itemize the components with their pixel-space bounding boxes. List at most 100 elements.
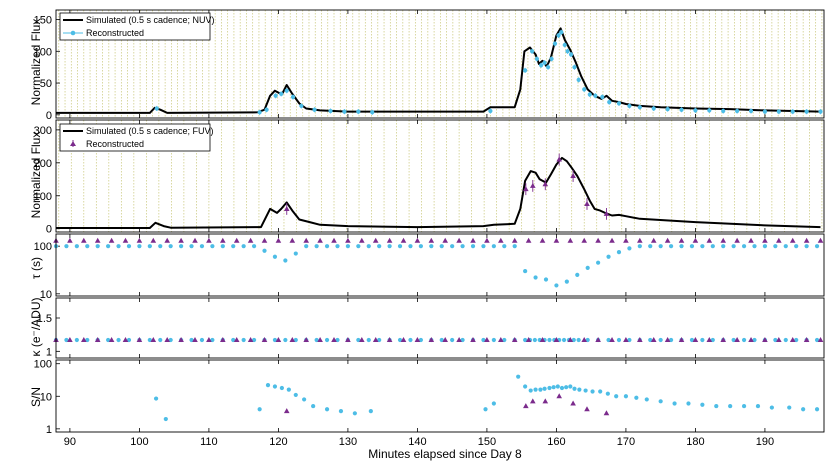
data-point bbox=[483, 407, 488, 412]
data-point bbox=[338, 409, 344, 414]
data-point bbox=[352, 411, 357, 416]
data-point bbox=[442, 237, 449, 243]
data-point bbox=[556, 156, 562, 162]
data-point bbox=[136, 237, 143, 243]
data-point bbox=[359, 337, 365, 342]
data-point bbox=[456, 337, 462, 342]
data-point bbox=[804, 109, 809, 114]
data-point bbox=[335, 337, 340, 343]
data-point bbox=[553, 237, 560, 243]
y-axis-label-panel-5: S/N bbox=[29, 387, 43, 407]
data-point bbox=[147, 337, 152, 343]
data-point bbox=[776, 237, 782, 243]
data-point bbox=[542, 181, 549, 187]
data-point bbox=[721, 108, 726, 114]
data-point bbox=[154, 106, 159, 111]
data-point bbox=[755, 403, 761, 409]
data-point bbox=[564, 279, 569, 284]
data-point bbox=[664, 237, 671, 243]
data-point bbox=[356, 337, 361, 343]
data-point bbox=[525, 337, 532, 342]
data-point bbox=[644, 397, 649, 402]
data-point bbox=[265, 383, 271, 388]
data-point bbox=[568, 384, 573, 389]
data-point bbox=[555, 384, 560, 389]
data-point bbox=[595, 237, 601, 243]
legend-entry-recon-fuv: Reconstructed bbox=[86, 139, 144, 149]
data-point bbox=[556, 33, 561, 38]
data-point bbox=[386, 337, 393, 342]
data-point bbox=[439, 337, 444, 343]
data-point bbox=[317, 237, 323, 243]
data-point bbox=[818, 109, 823, 114]
data-point bbox=[528, 388, 533, 393]
y-axis-label-panel-4: κ (e⁻/ADU) bbox=[29, 297, 43, 356]
data-point bbox=[400, 337, 407, 342]
data-point bbox=[710, 244, 715, 249]
data-point bbox=[794, 244, 799, 249]
legend-panel-1: Simulated (0.5 s cadence; NUV) Reconstru… bbox=[59, 12, 215, 41]
data-point bbox=[279, 385, 284, 391]
data-point bbox=[272, 337, 278, 343]
data-point bbox=[609, 337, 615, 342]
data-point bbox=[817, 337, 824, 342]
data-point bbox=[637, 244, 642, 249]
data-point bbox=[731, 337, 736, 343]
axes-frame bbox=[55, 119, 825, 233]
data-point bbox=[803, 237, 810, 243]
data-point bbox=[590, 389, 595, 394]
data-point bbox=[192, 237, 198, 243]
data-point bbox=[539, 63, 544, 68]
data-point bbox=[450, 337, 455, 343]
data-point bbox=[511, 237, 518, 243]
data-point bbox=[748, 237, 754, 243]
data-point bbox=[356, 244, 361, 249]
data-point bbox=[710, 337, 715, 343]
data-point bbox=[261, 337, 268, 342]
data-point bbox=[303, 337, 310, 342]
data-point bbox=[126, 337, 132, 343]
data-point bbox=[556, 393, 562, 399]
data-point bbox=[559, 30, 564, 35]
data-point bbox=[116, 337, 121, 343]
data-point bbox=[762, 109, 768, 114]
y-tick-label: 200 bbox=[34, 158, 52, 170]
data-point bbox=[627, 103, 632, 109]
data-point bbox=[634, 395, 639, 400]
data-point bbox=[650, 237, 657, 243]
y-axis-label-panel-1: Normalized Flux bbox=[29, 19, 43, 106]
data-point bbox=[293, 392, 298, 398]
data-point bbox=[94, 237, 101, 243]
data-point bbox=[587, 92, 592, 97]
data-point bbox=[251, 337, 257, 343]
data-point bbox=[565, 49, 570, 54]
data-point bbox=[324, 244, 330, 249]
data-point bbox=[583, 388, 588, 393]
data-point bbox=[609, 237, 615, 243]
data-point bbox=[356, 109, 361, 114]
data-point bbox=[814, 407, 820, 412]
data-point bbox=[67, 337, 73, 342]
x-tick-label: 110 bbox=[200, 436, 218, 448]
data-point bbox=[525, 237, 532, 243]
data-point bbox=[302, 397, 307, 402]
y-tick-label: 100 bbox=[34, 46, 52, 58]
data-point bbox=[74, 244, 79, 249]
data-point bbox=[456, 237, 462, 243]
data-point bbox=[163, 416, 168, 422]
data-point bbox=[220, 244, 225, 249]
data-point bbox=[532, 337, 537, 343]
data-point bbox=[122, 337, 129, 342]
y-tick-label: 100 bbox=[34, 191, 52, 203]
data-point bbox=[345, 237, 351, 243]
data-point bbox=[502, 244, 507, 249]
data-point bbox=[439, 244, 444, 249]
data-point bbox=[275, 337, 282, 342]
data-point bbox=[700, 244, 705, 249]
data-point bbox=[283, 408, 290, 414]
data-point bbox=[284, 88, 289, 93]
data-point bbox=[529, 398, 536, 404]
data-point bbox=[189, 244, 194, 249]
data-point bbox=[116, 244, 121, 249]
data-point bbox=[106, 244, 111, 249]
